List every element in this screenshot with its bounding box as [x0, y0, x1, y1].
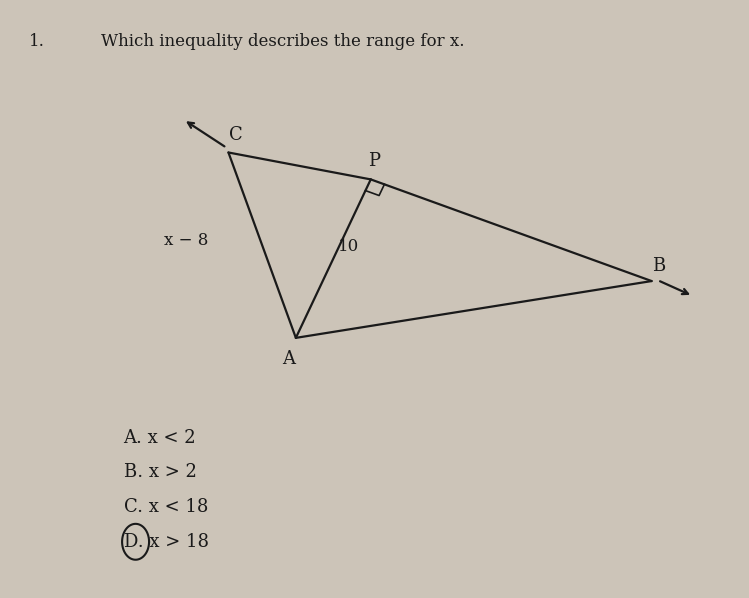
Text: C: C — [229, 126, 243, 144]
Text: D. x > 18: D. x > 18 — [124, 533, 208, 551]
Text: B. x > 2: B. x > 2 — [124, 463, 196, 481]
Text: C. x < 18: C. x < 18 — [124, 498, 208, 516]
Text: A. x < 2: A. x < 2 — [124, 429, 196, 447]
Text: B: B — [652, 257, 666, 275]
Text: A: A — [282, 350, 295, 368]
Text: 10: 10 — [338, 238, 359, 255]
Text: Which inequality describes the range for x.: Which inequality describes the range for… — [101, 33, 464, 50]
Text: x − 8: x − 8 — [163, 232, 208, 249]
Text: 1.: 1. — [28, 33, 44, 50]
Text: P: P — [369, 152, 380, 170]
